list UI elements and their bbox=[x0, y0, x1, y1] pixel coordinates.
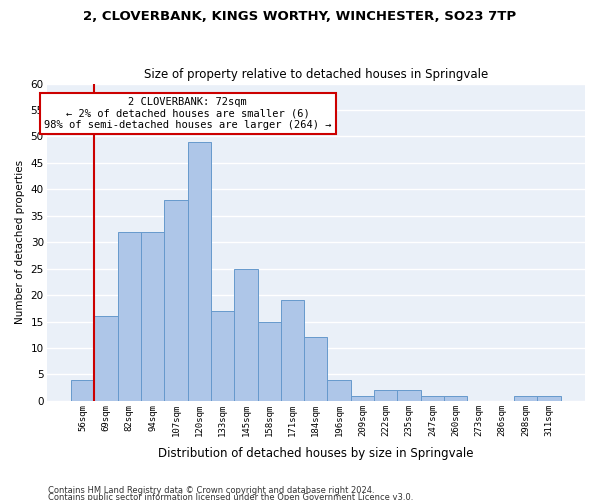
Bar bbox=[397, 390, 421, 401]
Bar bbox=[421, 396, 444, 401]
Bar bbox=[537, 396, 560, 401]
Text: Contains public sector information licensed under the Open Government Licence v3: Contains public sector information licen… bbox=[48, 494, 413, 500]
Text: 2, CLOVERBANK, KINGS WORTHY, WINCHESTER, SO23 7TP: 2, CLOVERBANK, KINGS WORTHY, WINCHESTER,… bbox=[83, 10, 517, 23]
Bar bbox=[164, 200, 188, 401]
Bar bbox=[281, 300, 304, 401]
Bar bbox=[328, 380, 351, 401]
Bar bbox=[141, 232, 164, 401]
Bar bbox=[234, 268, 257, 401]
Text: Contains HM Land Registry data © Crown copyright and database right 2024.: Contains HM Land Registry data © Crown c… bbox=[48, 486, 374, 495]
Bar bbox=[94, 316, 118, 401]
Bar bbox=[188, 142, 211, 401]
Bar bbox=[211, 311, 234, 401]
Bar bbox=[304, 338, 328, 401]
Bar bbox=[257, 322, 281, 401]
Bar bbox=[444, 396, 467, 401]
X-axis label: Distribution of detached houses by size in Springvale: Distribution of detached houses by size … bbox=[158, 447, 473, 460]
Text: 2 CLOVERBANK: 72sqm
← 2% of detached houses are smaller (6)
98% of semi-detached: 2 CLOVERBANK: 72sqm ← 2% of detached hou… bbox=[44, 97, 331, 130]
Y-axis label: Number of detached properties: Number of detached properties bbox=[15, 160, 25, 324]
Bar bbox=[118, 232, 141, 401]
Bar bbox=[71, 380, 94, 401]
Title: Size of property relative to detached houses in Springvale: Size of property relative to detached ho… bbox=[143, 68, 488, 81]
Bar bbox=[351, 396, 374, 401]
Bar bbox=[374, 390, 397, 401]
Bar bbox=[514, 396, 537, 401]
